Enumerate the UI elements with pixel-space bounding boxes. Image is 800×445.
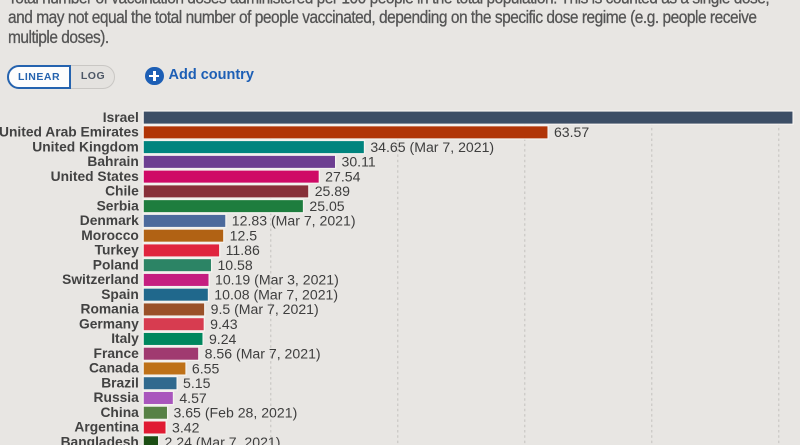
svg-text:12.83 (Mar 7, 2021): 12.83 (Mar 7, 2021): [232, 213, 356, 229]
svg-text:Israel: Israel: [103, 110, 139, 125]
svg-text:27.54: 27.54: [325, 168, 360, 184]
svg-text:Switzerland: Switzerland: [62, 272, 139, 287]
svg-text:Spain: Spain: [101, 287, 139, 302]
svg-text:Bangladesh: Bangladesh: [61, 434, 139, 445]
svg-text:9.43: 9.43: [210, 316, 238, 332]
svg-text:3.65 (Feb 28, 2021): 3.65 (Feb 28, 2021): [173, 405, 297, 421]
svg-text:Brazil: Brazil: [101, 375, 139, 390]
svg-text:Germany: Germany: [79, 316, 139, 331]
svg-text:63.57: 63.57: [554, 124, 589, 140]
svg-text:Denmark: Denmark: [80, 213, 139, 228]
svg-text:25.89: 25.89: [315, 183, 350, 199]
svg-text:Italy: Italy: [111, 331, 139, 346]
svg-text:Canada: Canada: [89, 361, 139, 376]
svg-text:France: France: [94, 346, 140, 361]
svg-text:9.5 (Mar 7, 2021): 9.5 (Mar 7, 2021): [211, 301, 319, 317]
svg-text:Bahrain: Bahrain: [87, 154, 138, 169]
svg-text:12.5: 12.5: [230, 227, 258, 243]
svg-text:4.57: 4.57: [179, 390, 207, 406]
svg-text:Russia: Russia: [94, 390, 140, 405]
svg-text:9.24: 9.24: [209, 331, 237, 347]
svg-text:United Arab Emirates: United Arab Emirates: [0, 125, 139, 140]
svg-text:101.94 (Mar 7, 2021): 101.94 (Mar 7, 2021): [799, 109, 800, 125]
svg-text:5.15: 5.15: [183, 375, 211, 391]
svg-text:30.11: 30.11: [342, 154, 376, 170]
svg-text:10.08 (Mar 7, 2021): 10.08 (Mar 7, 2021): [214, 286, 338, 302]
svg-text:China: China: [100, 405, 139, 420]
svg-text:United Kingdom: United Kingdom: [32, 139, 139, 154]
svg-text:Chile: Chile: [105, 184, 139, 199]
svg-text:11.86: 11.86: [226, 242, 260, 258]
svg-text:Argentina: Argentina: [74, 420, 139, 435]
svg-text:Serbia: Serbia: [97, 198, 140, 213]
svg-text:Romania: Romania: [81, 302, 140, 317]
svg-text:United States: United States: [51, 169, 139, 184]
svg-text:10.19 (Mar 3, 2021): 10.19 (Mar 3, 2021): [215, 272, 339, 288]
svg-text:34.65 (Mar 7, 2021): 34.65 (Mar 7, 2021): [370, 139, 494, 155]
svg-text:Turkey: Turkey: [95, 243, 140, 258]
svg-text:6.55: 6.55: [192, 360, 220, 376]
svg-text:Poland: Poland: [93, 257, 139, 272]
svg-text:8.56 (Mar 7, 2021): 8.56 (Mar 7, 2021): [205, 346, 321, 362]
svg-text:Morocco: Morocco: [81, 228, 139, 243]
svg-text:2.24 (Mar 7, 2021): 2.24 (Mar 7, 2021): [165, 434, 281, 445]
svg-text:10.58: 10.58: [217, 257, 252, 273]
svg-text:3.42: 3.42: [172, 419, 200, 435]
svg-text:25.05: 25.05: [309, 198, 344, 214]
